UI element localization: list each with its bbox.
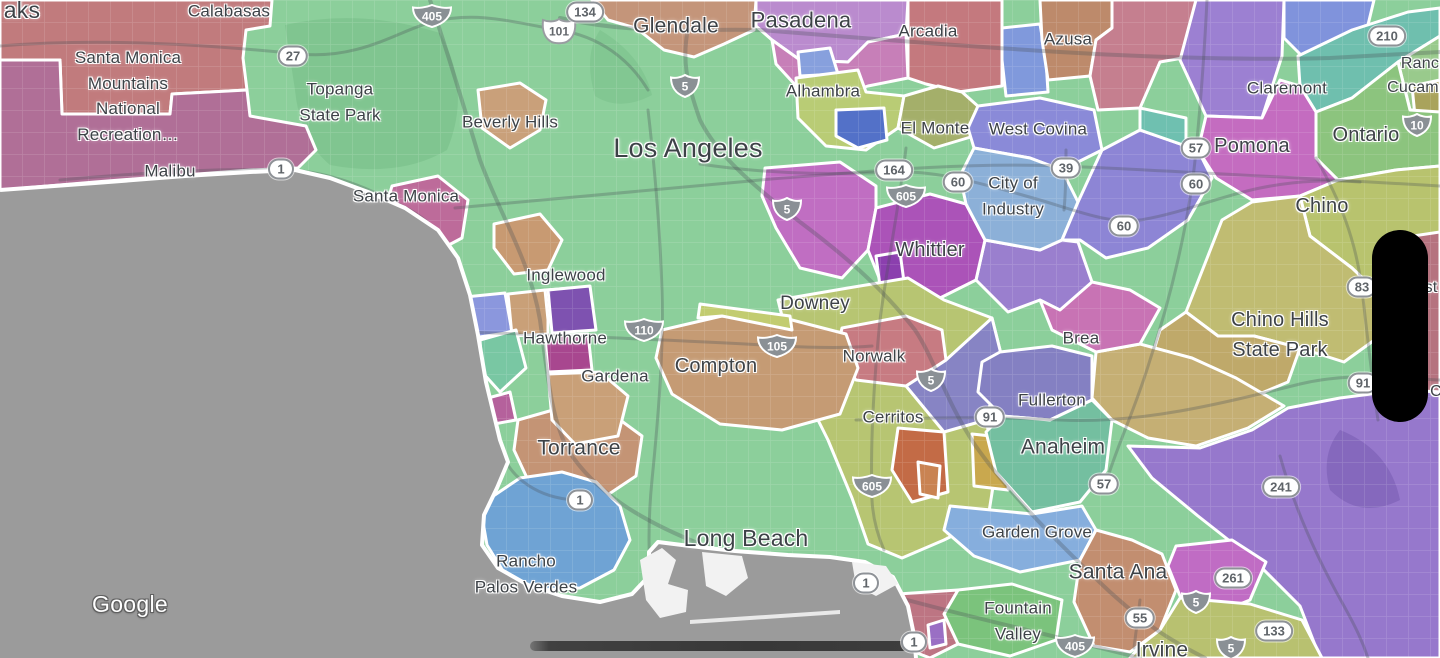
redaction-pill [1372, 230, 1428, 422]
google-watermark: Google [92, 591, 168, 617]
coastline [0, 168, 918, 658]
redaction-bar [530, 641, 908, 651]
ocean [0, 170, 916, 658]
